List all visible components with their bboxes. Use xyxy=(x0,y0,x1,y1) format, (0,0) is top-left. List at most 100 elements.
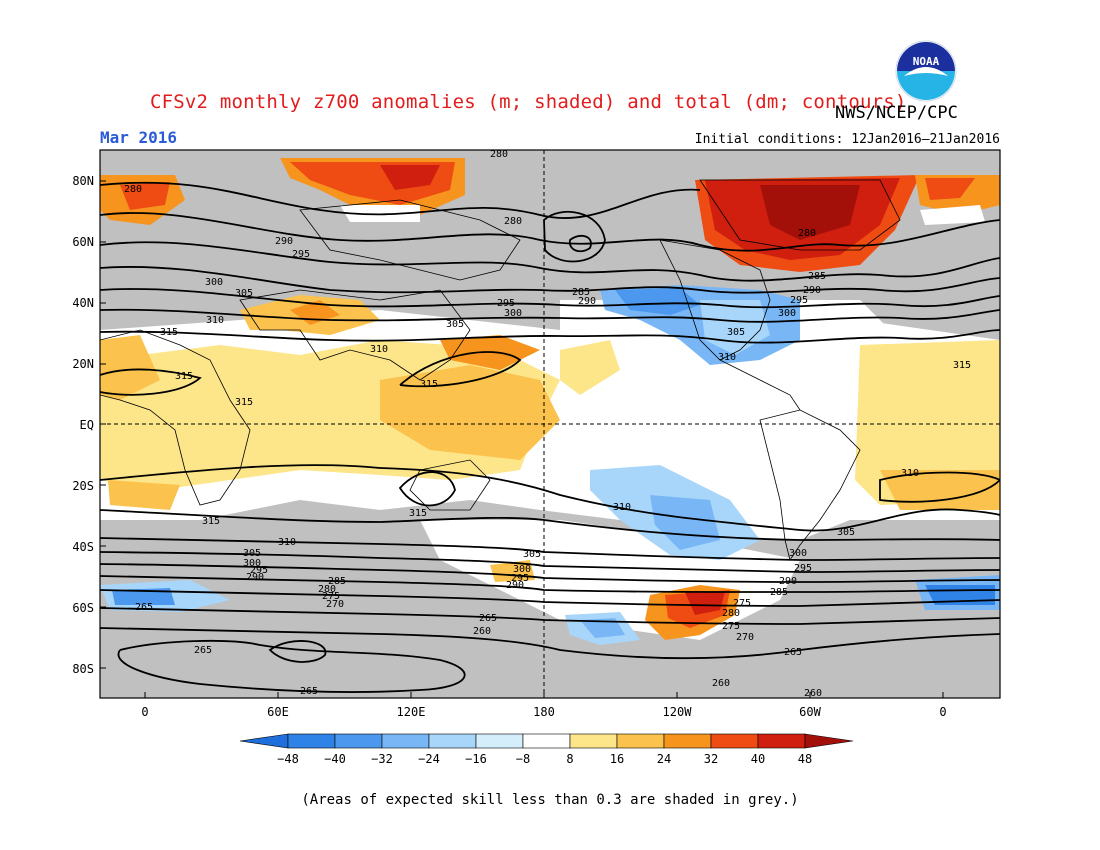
svg-text:295: 295 xyxy=(511,573,529,584)
svg-text:290: 290 xyxy=(578,296,596,307)
height-contours xyxy=(100,181,1000,693)
colorbar-swatch xyxy=(663,733,712,749)
svg-text:295: 295 xyxy=(250,565,268,576)
colorbar-label: −48 xyxy=(277,752,299,766)
svg-text:310: 310 xyxy=(613,502,631,513)
svg-text:260: 260 xyxy=(712,678,730,689)
svg-text:305: 305 xyxy=(523,549,541,560)
svg-text:295: 295 xyxy=(292,249,310,260)
initial-conditions: Initial conditions: 12Jan2016–21Jan2016 xyxy=(694,132,1000,147)
lat-tick-label: EQ xyxy=(80,418,94,432)
colorbar-swatch xyxy=(428,733,477,749)
colorbar-swatch xyxy=(381,733,430,749)
svg-text:315: 315 xyxy=(175,371,193,382)
svg-text:290: 290 xyxy=(803,285,821,296)
colorbar-label: 32 xyxy=(704,752,718,766)
svg-text:290: 290 xyxy=(275,236,293,247)
lat-tick-label: 80N xyxy=(72,174,94,188)
svg-text:300: 300 xyxy=(205,277,223,288)
longitude-axis: 0 60E 120E 180 120W 60W 0 xyxy=(141,705,946,719)
svg-text:310: 310 xyxy=(901,468,919,479)
lon-tick-label: 0 xyxy=(141,705,148,719)
colorbar-label: 24 xyxy=(657,752,671,766)
svg-text:280: 280 xyxy=(722,608,740,619)
colorbar-label: 8 xyxy=(566,752,573,766)
svg-text:305: 305 xyxy=(837,527,855,538)
svg-text:315: 315 xyxy=(420,379,438,390)
lon-tick-label: 60W xyxy=(799,705,821,719)
svg-text:300: 300 xyxy=(778,308,796,319)
skill-footnote: (Areas of expected skill less than 0.3 a… xyxy=(301,792,799,808)
colorbar-swatch xyxy=(287,733,336,749)
colorbar-label: −40 xyxy=(324,752,346,766)
colorbar-label: 40 xyxy=(751,752,765,766)
svg-text:270: 270 xyxy=(736,632,754,643)
agency-label: NWS/NCEP/CPC xyxy=(835,103,958,123)
svg-text:315: 315 xyxy=(409,508,427,519)
lat-tick-label: 60N xyxy=(72,235,94,249)
lon-tick-label: 180 xyxy=(533,705,555,719)
svg-text:310: 310 xyxy=(278,537,296,548)
svg-text:285: 285 xyxy=(328,576,346,587)
colorbar-label: 48 xyxy=(798,752,812,766)
colorbar-swatch xyxy=(475,733,524,749)
lat-tick-label: 80S xyxy=(72,662,94,676)
chart-title: CFSv2 monthly z700 anomalies (m; shaded)… xyxy=(150,91,907,113)
svg-text:300: 300 xyxy=(243,558,261,569)
svg-text:310: 310 xyxy=(206,315,224,326)
lat-tick-label: 40S xyxy=(72,540,94,554)
svg-text:315: 315 xyxy=(202,516,220,527)
svg-text:305: 305 xyxy=(235,288,253,299)
noaa-logo-icon: NOAA xyxy=(895,40,957,102)
lon-tick-label: 120E xyxy=(397,705,426,719)
svg-text:300: 300 xyxy=(789,548,807,559)
colorbar-label: 16 xyxy=(610,752,624,766)
svg-text:315: 315 xyxy=(235,397,253,408)
colorbar: −48 −40 −32 −24 −16 −8 8 16 24 32 40 48 xyxy=(239,733,854,766)
lon-tick-label: 120W xyxy=(663,705,693,719)
svg-text:265: 265 xyxy=(784,647,802,658)
svg-text:265: 265 xyxy=(479,613,497,624)
lon-tick-label: 0 xyxy=(939,705,946,719)
svg-text:295: 295 xyxy=(497,298,515,309)
svg-text:NOAA: NOAA xyxy=(913,55,940,68)
lat-tick-label: 40N xyxy=(72,296,94,310)
svg-text:295: 295 xyxy=(790,295,808,306)
svg-text:295: 295 xyxy=(794,563,812,574)
svg-text:290: 290 xyxy=(779,576,797,587)
latitude-axis: 80N 60N 40N 20N EQ 20S 40S 60S 80S xyxy=(72,174,94,676)
svg-text:285: 285 xyxy=(770,587,788,598)
colorbar-arrow-left xyxy=(239,733,289,749)
lat-tick-label: 20N xyxy=(72,357,94,371)
colorbar-swatch xyxy=(710,733,759,749)
svg-text:315: 315 xyxy=(953,360,971,371)
svg-text:310: 310 xyxy=(718,352,736,363)
colorbar-label: −16 xyxy=(465,752,487,766)
svg-text:285: 285 xyxy=(572,287,590,298)
svg-text:280: 280 xyxy=(124,184,142,195)
svg-text:265: 265 xyxy=(135,602,153,613)
svg-text:315: 315 xyxy=(160,327,178,338)
svg-text:265: 265 xyxy=(194,645,212,656)
svg-text:260: 260 xyxy=(473,626,491,637)
svg-text:275: 275 xyxy=(322,591,340,602)
svg-text:305: 305 xyxy=(727,327,745,338)
lat-tick-label: 60S xyxy=(72,601,94,615)
colorbar-swatch xyxy=(616,733,665,749)
lat-tick-label: 20S xyxy=(72,479,94,493)
valid-month: Mar 2016 xyxy=(100,128,178,147)
svg-text:280: 280 xyxy=(798,228,816,239)
map-plot: 280 290 295 300 305 310 315 315 315 310 … xyxy=(100,149,1000,698)
contour-labels: 280 290 295 300 305 310 315 315 315 310 … xyxy=(124,149,971,698)
colorbar-swatch xyxy=(757,733,806,749)
svg-text:265: 265 xyxy=(300,686,318,697)
colorbar-swatch xyxy=(334,733,383,749)
colorbar-arrow-right xyxy=(804,733,854,749)
svg-text:305: 305 xyxy=(446,319,464,330)
svg-text:275: 275 xyxy=(733,598,751,609)
colorbar-swatch xyxy=(522,733,571,749)
svg-text:280: 280 xyxy=(490,149,508,160)
svg-text:290: 290 xyxy=(246,572,264,583)
svg-text:280: 280 xyxy=(504,216,522,227)
